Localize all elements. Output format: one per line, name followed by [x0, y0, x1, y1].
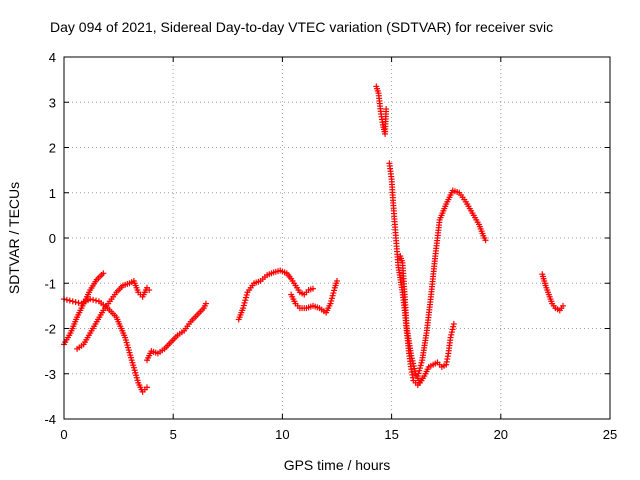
data-point-marker [418, 359, 425, 366]
data-point-marker [69, 298, 76, 305]
data-point-marker [240, 302, 247, 309]
data-point-marker [383, 106, 390, 113]
data-point-marker [331, 287, 338, 294]
data-point-marker [560, 302, 567, 309]
data-point-marker [309, 285, 316, 292]
data-point-marker [448, 329, 455, 336]
data-point-marker [243, 294, 249, 301]
data-point-marker [87, 296, 94, 303]
y-tick-label: -2 [44, 322, 56, 337]
data-point-marker [449, 326, 456, 333]
data-point-marker [450, 320, 457, 327]
data-point-marker [240, 305, 247, 312]
x-tick-label: 5 [170, 427, 177, 442]
x-tick-label: 10 [275, 427, 289, 442]
x-tick-label: 15 [384, 427, 398, 442]
data-point-marker [414, 373, 421, 380]
y-tick-label: 0 [49, 231, 56, 246]
plot-frame [63, 56, 611, 420]
data-point-marker [66, 297, 73, 304]
y-tick-label: 4 [49, 50, 56, 65]
x-axis-label: GPS time / hours [284, 457, 391, 473]
data-point-marker [416, 367, 423, 374]
data-point-marker [416, 365, 423, 372]
data-point-marker [90, 296, 97, 303]
data-point-marker [202, 300, 209, 307]
data-point-marker [415, 370, 422, 377]
data-point-marker [329, 292, 336, 299]
y-axis-label: SDTVAR / TECUs [6, 182, 22, 294]
data-point-marker [146, 287, 153, 294]
x-tick-label: 20 [494, 427, 508, 442]
chart-title: Day 094 of 2021, Sidereal Day-to-day VTE… [50, 19, 553, 35]
data-point-marker [63, 296, 70, 303]
y-tick-label: -1 [44, 276, 56, 291]
data-point-marker [330, 290, 337, 297]
data-point-marker [242, 297, 249, 304]
data-point-marker [75, 299, 82, 306]
tick-labels: 0 5 10 15 20 25 -4 -3 -2 -1 0 1 2 3 4 [44, 50, 617, 442]
y-tick-label: -4 [44, 412, 56, 427]
data-point-marker [417, 362, 424, 369]
data-point-marker [482, 237, 489, 244]
data-point-marker [447, 334, 454, 341]
data-point-marker [327, 300, 334, 307]
x-tick-label: 0 [60, 427, 67, 442]
data-point-marker [448, 331, 455, 338]
data-point-marker [334, 277, 340, 284]
data-point-marker [143, 384, 150, 391]
y-tick-label: 3 [49, 95, 56, 110]
data-point-marker [72, 299, 79, 306]
data-point-marker [328, 295, 335, 302]
data-point-marker [93, 297, 100, 304]
x-tick-label: 25 [603, 427, 617, 442]
data-point-marker [100, 270, 107, 277]
data-point-marker [328, 297, 335, 304]
data-marks [61, 83, 567, 395]
y-tick-label: 1 [49, 186, 56, 201]
data-point-marker [241, 299, 248, 306]
data-point-marker [450, 323, 457, 330]
y-tick-label: -3 [44, 367, 56, 382]
data-point-marker [243, 291, 250, 298]
y-tick-label: 2 [49, 141, 56, 156]
grid [63, 56, 611, 420]
